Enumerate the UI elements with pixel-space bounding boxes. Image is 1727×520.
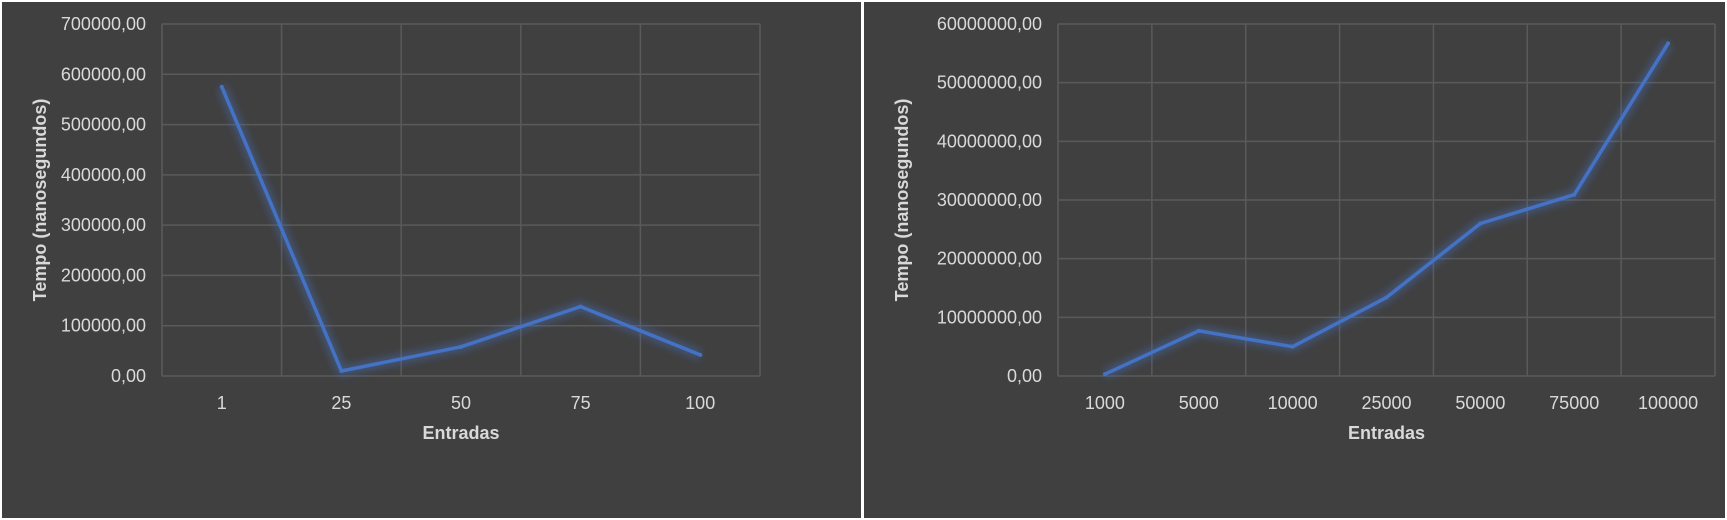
y-tick-label: 400000,00 — [61, 165, 146, 185]
x-tick-label: 75000 — [1549, 393, 1599, 413]
y-tick-label: 500000,00 — [61, 115, 146, 135]
data-point — [1384, 295, 1389, 300]
data-point — [339, 368, 344, 373]
y-tick-label: 40000000,00 — [937, 131, 1042, 151]
data-point — [1290, 344, 1295, 349]
chart-panel-left: 0,00 100000,00 200000,00 300000,00 400000,00… — [2, 2, 861, 518]
data-point — [1666, 41, 1671, 46]
x-tick-label: 1000 — [1085, 393, 1125, 413]
y-tick-label: 700000,00 — [61, 14, 146, 34]
y-tick-label: 50000000,00 — [937, 73, 1042, 93]
x-tick-label: 25000 — [1361, 393, 1411, 413]
series-line-glow — [217, 85, 702, 376]
y-tick-label: 10000000,00 — [937, 307, 1042, 327]
data-point — [1572, 192, 1577, 197]
y-tick-label: 0,00 — [1007, 366, 1042, 386]
x-axis-title: Entradas — [422, 423, 499, 443]
x-tick-label: 25 — [331, 393, 351, 413]
data-point — [219, 84, 224, 89]
y-tick-label: 200000,00 — [61, 265, 146, 285]
y-axis-title: Tempo (nanosegundos) — [892, 99, 912, 302]
data-point — [1102, 372, 1107, 377]
x-tick-label: 75 — [571, 393, 591, 413]
x-tick-label: 5000 — [1179, 393, 1219, 413]
data-point — [459, 344, 463, 349]
x-tick-label: 50 — [451, 393, 471, 413]
chart-right: 0,00 10000000,00 20000000,00 30000000,00 400… — [892, 14, 1716, 443]
series-line — [1103, 41, 1670, 376]
data-point — [698, 352, 703, 357]
y-tick-label: 0,00 — [111, 366, 146, 386]
x-tick-label: 1 — [217, 393, 227, 413]
y-axis-title: Tempo (nanosegundos) — [30, 99, 50, 302]
x-tick-label: 10000 — [1268, 393, 1318, 413]
data-point — [1196, 328, 1201, 333]
y-tick-label: 300000,00 — [61, 215, 146, 235]
y-tick-label: 600000,00 — [61, 64, 146, 84]
y-tick-label: 60000000,00 — [937, 14, 1042, 34]
x-tick-label: 100000 — [1638, 393, 1698, 413]
y-tick-label: 20000000,00 — [937, 249, 1042, 269]
chart-left: 0,00 100000,00 200000,00 300000,00 400000,00… — [30, 14, 761, 443]
y-tick-label: 30000000,00 — [937, 190, 1042, 210]
series-line-glow — [1103, 41, 1672, 379]
data-point — [1478, 221, 1483, 226]
x-tick-label: 100 — [685, 393, 715, 413]
x-axis-title: Entradas — [1348, 423, 1425, 443]
chart-panel-right: 0,00 10000000,00 20000000,00 30000000,00 400… — [864, 2, 1725, 518]
y-tick-label: 100000,00 — [61, 316, 146, 336]
data-point — [578, 304, 583, 309]
x-tick-label: 50000 — [1455, 393, 1505, 413]
